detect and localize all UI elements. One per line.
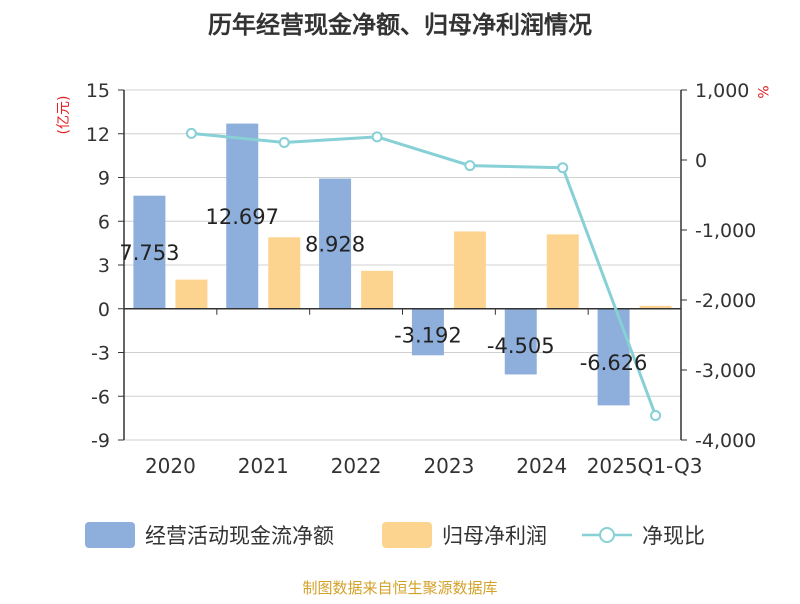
- y-right-tick-label: 0: [695, 150, 707, 172]
- y-left-tick-label: -3: [91, 343, 110, 365]
- bar-value-label: 12.697: [206, 205, 279, 229]
- ratio-point: [557, 162, 569, 174]
- x-category-label: 2024: [516, 454, 567, 478]
- bar-net-profit: [175, 279, 208, 309]
- bar-net-profit: [268, 237, 301, 309]
- ratio-point: [278, 137, 290, 148]
- ratio-point: [650, 410, 662, 421]
- bar-cash-flow: [226, 123, 259, 309]
- y-left-tick-label: 3: [98, 255, 110, 277]
- bar-cash-flow: [319, 178, 352, 309]
- source-note: 制图数据来自恒生聚源数据库: [302, 579, 497, 597]
- bar-cash-flow: [597, 308, 630, 406]
- axes: 15 12 9 6 3 0 -3 -6 -9 1,000 0 -1,000 -2,000 -3,000 -4…: [86, 80, 756, 478]
- y-left-tick-label: 12: [86, 124, 110, 146]
- legend-swatch-cash-flow: [85, 522, 135, 548]
- ratio-point: [371, 131, 383, 143]
- y-right-tick-label: -1,000: [695, 220, 756, 242]
- bar-value-label: -6.626: [580, 351, 648, 375]
- x-category-label: 2025Q1-Q3: [587, 454, 703, 478]
- bar-cash-flow: [504, 308, 537, 375]
- legend-marker-ratio: [599, 527, 615, 543]
- ratio-line: [185, 127, 662, 421]
- y-left-tick-label: 15: [86, 80, 110, 102]
- legend-swatch-net-profit: [382, 522, 432, 548]
- x-category-label: 2021: [238, 454, 289, 478]
- ratio-line-path: [191, 131, 657, 417]
- y-left-tick-label: 6: [98, 211, 110, 233]
- bar-net-profit: [453, 231, 486, 309]
- y-right-tick-label: -3,000: [695, 360, 756, 382]
- y-right-tick-label: 1,000: [695, 80, 749, 102]
- ratio-point: [185, 127, 197, 139]
- bar-net-profit: [546, 234, 579, 309]
- x-category-label: 2022: [331, 454, 382, 478]
- legend: 经营活动现金流净额 归母净利润 净现比: [85, 522, 705, 548]
- bar-value-label: 8.928: [305, 233, 365, 257]
- bar-cash-flow: [133, 195, 166, 309]
- legend-label-ratio: 净现比: [642, 524, 705, 548]
- bars: [133, 123, 672, 406]
- y-left-tick-label: -9: [91, 430, 110, 452]
- y-left-axis-label: (亿元): [56, 96, 72, 135]
- bar-value-label: -4.505: [487, 334, 555, 358]
- grid: [124, 89, 681, 441]
- legend-label-net-profit: 归母净利润: [442, 524, 547, 548]
- bar-value-label: 7.753: [119, 241, 179, 265]
- data-labels: 7.753 12.697 8.928 -3.192 -4.505 -6.626: [119, 205, 647, 375]
- bar-net-profit: [639, 305, 672, 309]
- y-left-tick-label: 0: [98, 299, 110, 321]
- x-category-label: 2023: [423, 454, 474, 478]
- y-right-tick-label: -4,000: [695, 430, 756, 452]
- y-right-tick-label: -2,000: [695, 290, 756, 312]
- legend-label-cash-flow: 经营活动现金流净额: [145, 524, 334, 548]
- x-category-label: 2020: [145, 454, 196, 478]
- y-left-tick-label: 9: [98, 168, 110, 190]
- bar-value-label: -3.192: [394, 323, 462, 347]
- ratio-point: [464, 160, 476, 172]
- bar-net-profit: [361, 270, 394, 309]
- y-right-axis-label: %: [754, 85, 770, 98]
- y-left-tick-label: -6: [91, 386, 110, 408]
- chart-title: 历年经营现金净额、归母净利润情况: [208, 11, 592, 39]
- bar-cash-flow: [411, 308, 444, 356]
